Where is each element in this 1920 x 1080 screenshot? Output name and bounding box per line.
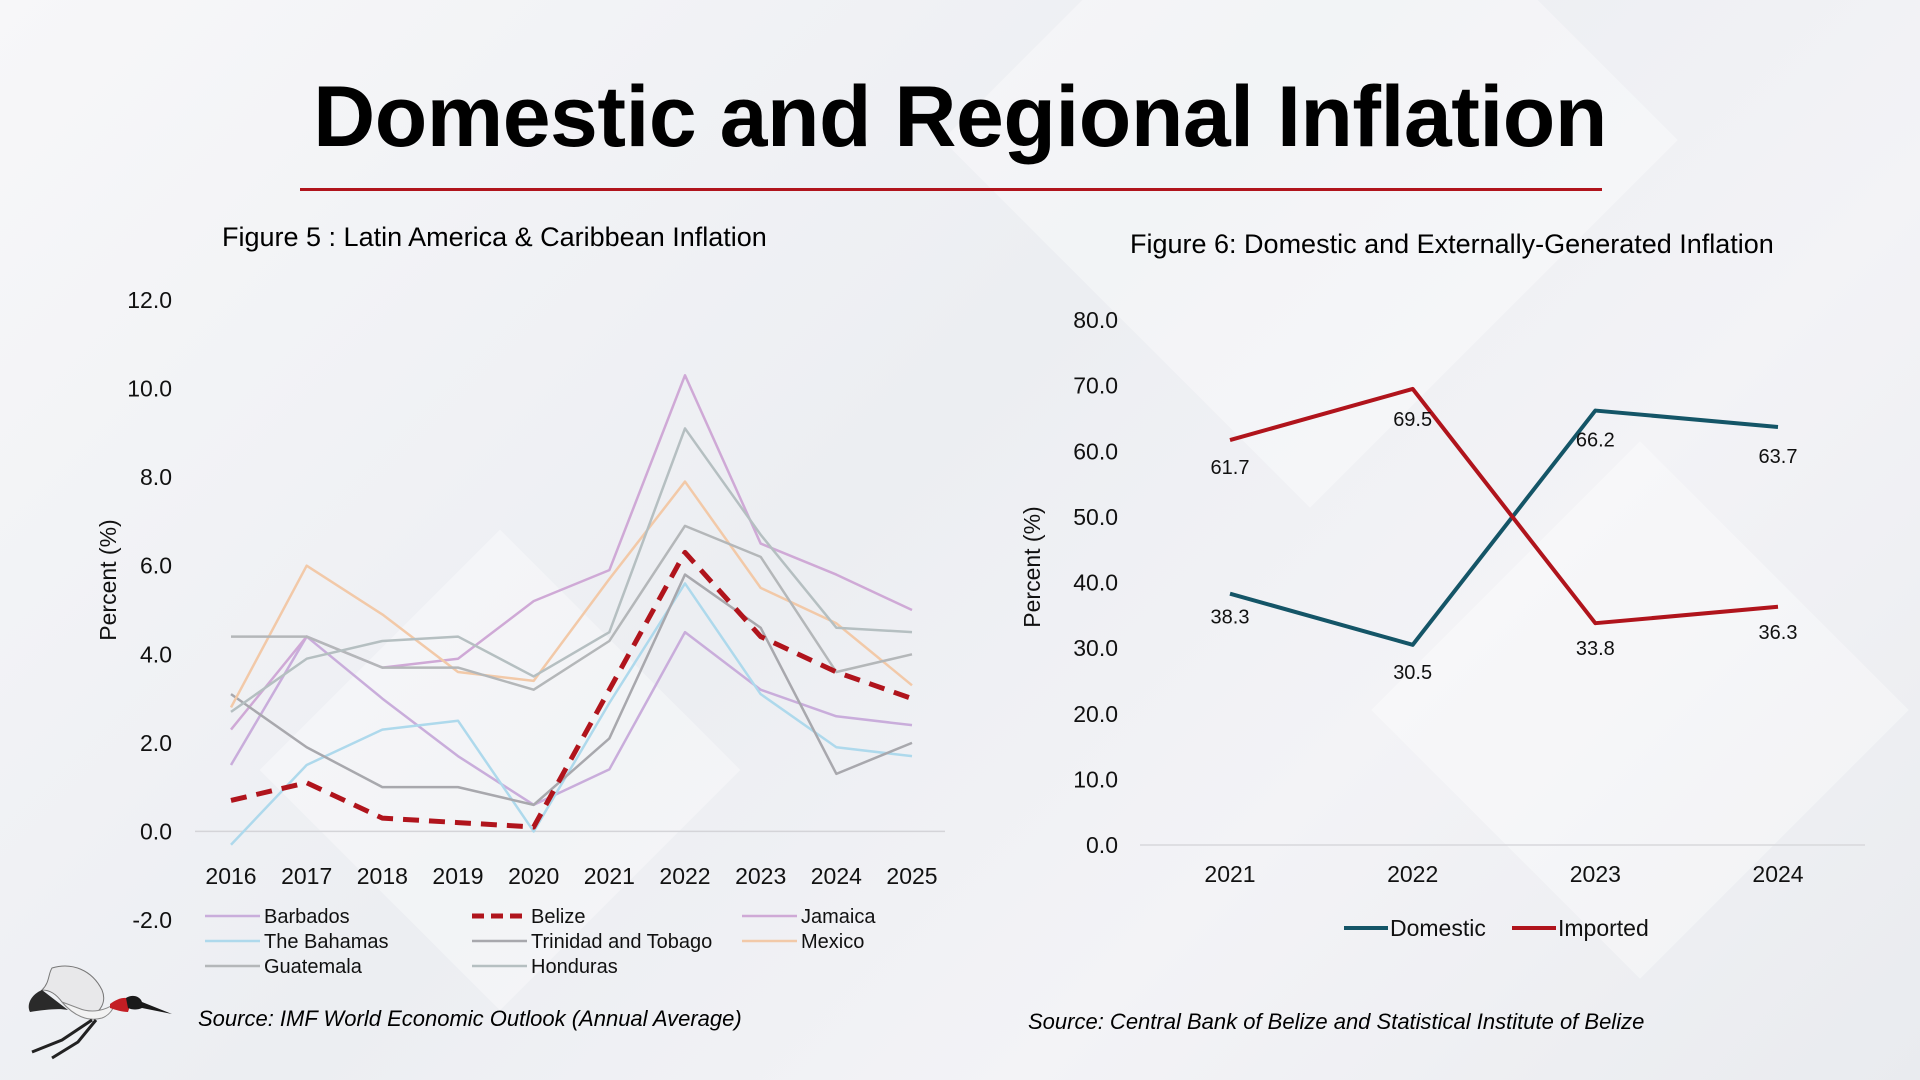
- y-tick-label: 60.0: [1073, 438, 1118, 464]
- y-tick-label: 0.0: [140, 818, 172, 844]
- y-tick-label: 50.0: [1073, 504, 1118, 530]
- figure5-title: Figure 5 : Latin America & Caribbean Inf…: [222, 222, 767, 252]
- y-tick-label: 40.0: [1073, 570, 1118, 596]
- figure6-title: Figure 6: Domestic and Externally-Genera…: [1130, 229, 1774, 259]
- y-tick-label: 20.0: [1073, 701, 1118, 727]
- legend-label: Honduras: [531, 956, 618, 978]
- x-tick-label: 2018: [357, 863, 408, 889]
- figure6-source-note: Source: Central Bank of Belize and Stati…: [1028, 1009, 1645, 1034]
- y-tick-label: 12.0: [127, 287, 172, 313]
- title-divider: [300, 188, 1602, 191]
- x-tick-label: 2022: [1387, 861, 1438, 887]
- series-line-belize: [230, 549, 913, 830]
- y-tick-label: 2.0: [140, 730, 172, 756]
- series-line-mexico: [229, 480, 913, 709]
- x-tick-label: 2025: [886, 863, 937, 889]
- legend-label: Jamaica: [801, 906, 876, 928]
- series-line-honduras: [230, 427, 913, 713]
- data-label: 69.5: [1393, 409, 1432, 431]
- y-tick-label: 4.0: [140, 641, 172, 667]
- data-label: 30.5: [1393, 662, 1432, 684]
- series-line-imported: [1229, 386, 1779, 626]
- data-label: 36.3: [1759, 622, 1798, 644]
- x-tick-label: 2023: [735, 863, 786, 889]
- x-tick-label: 2016: [205, 863, 256, 889]
- series-line-guatemala: [231, 524, 913, 691]
- series-line-domestic: [1229, 408, 1779, 647]
- x-tick-label: 2024: [1752, 861, 1803, 887]
- y-tick-label: 10.0: [127, 376, 172, 402]
- y-axis-title: Percent (%): [95, 519, 121, 640]
- x-tick-label: 2021: [584, 863, 635, 889]
- legend-label: Barbados: [264, 906, 350, 928]
- y-tick-label: 80.0: [1073, 307, 1118, 333]
- x-tick-label: 2023: [1570, 861, 1621, 887]
- x-tick-label: 2024: [811, 863, 862, 889]
- data-label: 61.7: [1211, 457, 1250, 479]
- y-tick-label: 30.0: [1073, 635, 1118, 661]
- legend-label: Belize: [531, 906, 585, 928]
- figure5-line-chart: -2.0 0.0 2.0 4.0 6.0 8.0 10.0 12.0 2016 2017 2018 2…: [95, 287, 945, 978]
- x-tick-label: 2017: [281, 863, 332, 889]
- figure5-source-note: Source: IMF World Economic Outlook (Annu…: [198, 1006, 742, 1031]
- y-tick-label: 70.0: [1073, 373, 1118, 399]
- data-label: 66.2: [1576, 430, 1615, 452]
- data-label: 38.3: [1211, 607, 1250, 629]
- y-tick-label: -2.0: [132, 907, 172, 933]
- data-label: 33.8: [1576, 638, 1615, 660]
- x-tick-label: 2019: [432, 863, 483, 889]
- legend-label: Domestic: [1390, 915, 1486, 941]
- figure6-line-chart: 0.0 10.0 20.0 30.0 40.0 50.0 60.0 70.0 80.0 2021 2…: [1019, 307, 1865, 941]
- legend-label: Imported: [1558, 915, 1649, 941]
- legend-label: The Bahamas: [264, 931, 389, 953]
- data-label: 63.7: [1759, 446, 1798, 468]
- legend-label: Guatemala: [264, 956, 363, 978]
- y-axis-title: Percent (%): [1019, 506, 1045, 627]
- legend-label: Mexico: [801, 931, 864, 953]
- x-tick-label: 2022: [659, 863, 710, 889]
- page-title: Domestic and Regional Inflation: [313, 69, 1607, 165]
- y-tick-label: 10.0: [1073, 766, 1118, 792]
- jabiru-stork-icon: [28, 965, 172, 1060]
- series-line-trinidad-and-tobago: [230, 573, 913, 807]
- series-line-the-bahamas: [230, 582, 913, 846]
- x-tick-label: 2020: [508, 863, 559, 889]
- x-tick-label: 2021: [1204, 861, 1255, 887]
- legend-label: Trinidad and Tobago: [531, 931, 712, 953]
- y-tick-label: 0.0: [1086, 832, 1118, 858]
- y-tick-label: 8.0: [140, 464, 172, 490]
- y-tick-label: 6.0: [140, 553, 172, 579]
